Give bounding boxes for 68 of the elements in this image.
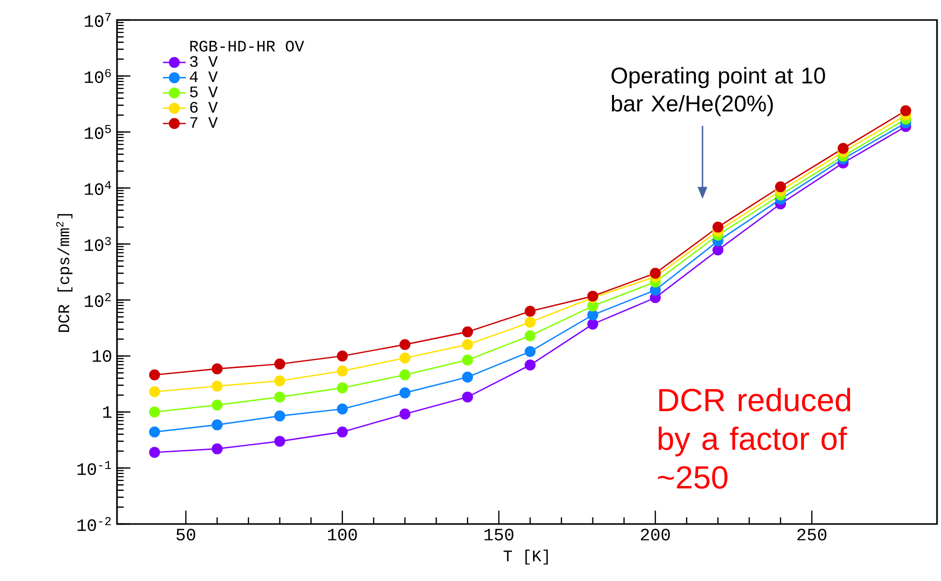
point: [838, 142, 849, 154]
point: [524, 316, 536, 328]
point: [336, 350, 348, 362]
point: [149, 446, 160, 458]
point: [650, 268, 661, 279]
point: [149, 369, 160, 380]
point: [524, 306, 536, 317]
point: [775, 181, 786, 192]
x-tick-label: 250: [797, 528, 826, 540]
point: [462, 354, 474, 366]
y-tick-label: 10$^{6}$: [84, 68, 111, 84]
y-tick-label: 10$^{2}$: [84, 292, 111, 308]
legend-label: 5 V: [190, 86, 218, 98]
point: [399, 352, 410, 364]
point: [587, 310, 598, 320]
point: [399, 387, 410, 398]
legend-label: 7 V: [190, 117, 218, 128]
point: [274, 375, 286, 386]
point: [336, 404, 348, 414]
point: [336, 366, 348, 376]
x-tick-label: 150: [484, 528, 514, 540]
point: [900, 105, 912, 116]
point: [712, 222, 724, 233]
legend-label: 3 V: [190, 56, 218, 67]
point: [336, 426, 348, 438]
point: [212, 363, 223, 374]
legend-title: RGB-HD-HR OV: [190, 40, 304, 52]
point: [336, 382, 348, 394]
point: [462, 372, 474, 383]
point: [274, 392, 286, 403]
y-tick-label: 10$^{3}$: [84, 236, 111, 252]
point: [149, 426, 160, 438]
point: [274, 410, 286, 422]
x-tick-label: 100: [328, 528, 357, 540]
x-tick-label: 200: [640, 528, 670, 540]
annotation: DCR reduced by a factor of ~250: [658, 388, 850, 489]
point: [212, 419, 223, 430]
point: [462, 339, 474, 350]
point: [524, 330, 536, 342]
y-tick-label: 10$^{-2}$: [78, 516, 111, 532]
y-tick-label: 10$^{7}$: [84, 13, 111, 27]
point: [587, 318, 598, 330]
annotation: Operating point at 10 bar Xe/He(20%): [612, 66, 826, 116]
y-tick-label: 10: [92, 350, 112, 362]
point: [399, 408, 410, 420]
point: [524, 346, 536, 358]
point: [399, 369, 410, 380]
x-axis-title: T [K]: [504, 550, 548, 565]
point: [274, 358, 286, 370]
legend-label: 4 V: [190, 71, 218, 82]
point: [462, 392, 474, 403]
x-tick-label: 50: [176, 528, 196, 540]
point: [212, 380, 223, 392]
point: [274, 436, 286, 447]
legend-label: 6 V: [190, 102, 218, 113]
y-axis-title: DCR [cps/mm$^{2}$]: [56, 214, 72, 332]
point: [212, 443, 223, 454]
point: [149, 386, 160, 398]
point: [712, 244, 724, 256]
point: [462, 326, 474, 338]
y-tick-label: 10$^{4}$: [84, 181, 112, 195]
point: [149, 406, 160, 418]
y-tick-label: 1: [103, 406, 112, 418]
point: [399, 339, 410, 350]
point: [524, 360, 536, 370]
y-tick-label: 10$^{-1}$: [78, 461, 112, 475]
point: [212, 400, 223, 411]
y-tick-label: 10$^{5}$: [84, 125, 111, 139]
